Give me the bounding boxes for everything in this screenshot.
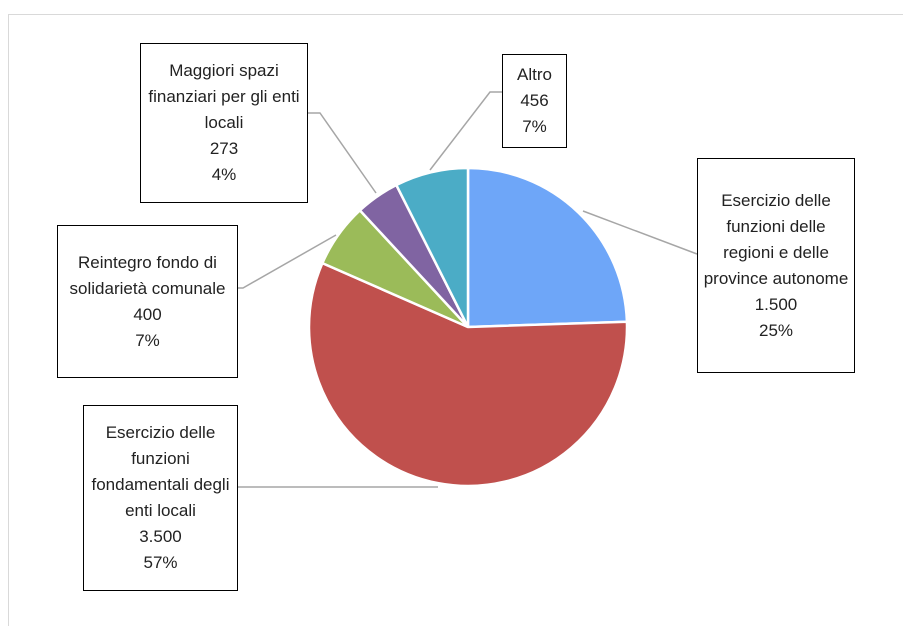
category-label: Maggiori spazi finanziari per gli enti l… [148, 61, 300, 132]
leader-line [429, 91, 502, 171]
value-label: 3.500 [139, 527, 182, 546]
data-label: Esercizio delle funzioni fondamentali de… [83, 405, 238, 591]
value-label: 456 [520, 91, 549, 110]
percentage-label: 25% [758, 320, 794, 340]
data-label: Reintegro fondo di solidarietà comunale 4… [57, 225, 238, 378]
data-label: Altro 456 7% [502, 54, 567, 148]
category-label: Reintegro fondo di solidarietà comunale [69, 252, 226, 298]
value-label: 400 [133, 304, 162, 324]
percentage-label: 7% [135, 330, 160, 350]
category-label: Esercizio delle funzioni fondamentali de… [91, 423, 230, 520]
percentage-label: 7% [522, 117, 547, 136]
leader-line [238, 234, 337, 289]
value-label: 273 [209, 139, 239, 158]
pie-slice [307, 261, 629, 488]
chart-frame [8, 14, 903, 626]
percentage-label: 57% [143, 553, 178, 572]
pie-slice [394, 166, 470, 328]
category-label: Esercizio delle funzioni delle regioni e… [703, 190, 849, 288]
leader-line [308, 112, 377, 194]
pie-slice [466, 166, 629, 329]
value-label: 1.500 [754, 294, 798, 314]
data-label: Esercizio delle funzioni delle regioni e… [697, 158, 855, 373]
percentage-label: 4% [211, 165, 237, 184]
leader-line [582, 210, 698, 255]
data-label: Maggiori spazi finanziari per gli enti l… [140, 43, 308, 203]
category-label: Altro [517, 65, 552, 84]
